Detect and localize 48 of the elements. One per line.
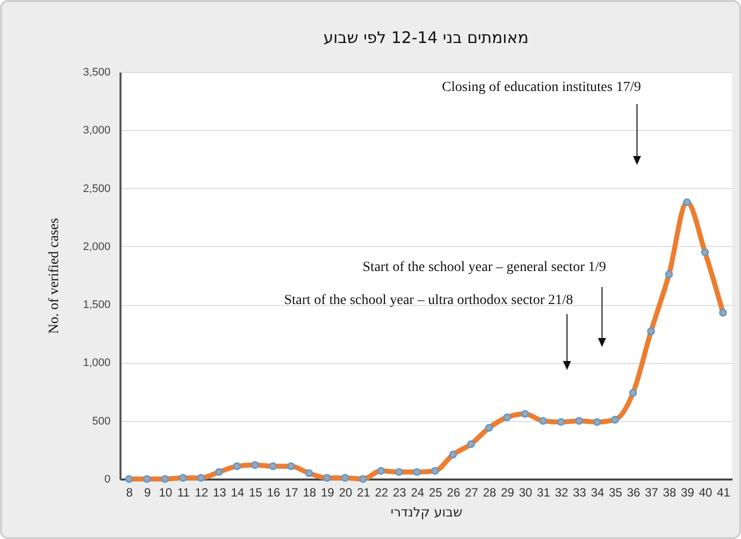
x-tick-label: 18 [302, 486, 316, 500]
x-axis-title: שבוע קלנדרי [390, 506, 462, 520]
x-tick-label: 17 [284, 486, 298, 500]
x-tick-label: 35 [608, 486, 622, 500]
y-tick-label: 0 [104, 474, 110, 486]
y-tick-label: 2,000 [82, 240, 110, 253]
x-tick-label: 32 [554, 486, 568, 500]
x-tick-label: 23 [392, 486, 406, 500]
y-tick-label: 2,500 [82, 182, 110, 195]
x-tick-label: 20 [338, 486, 352, 500]
y-tick-label: 500 [92, 415, 110, 428]
x-tick-label: 9 [144, 486, 152, 500]
y-axis-title: No. of verified cases [46, 218, 62, 334]
x-tick-label: 26 [446, 486, 460, 500]
x-tick-label: 13 [212, 486, 226, 500]
x-tick-label: 16 [266, 486, 280, 500]
x-tick-label: 19 [320, 486, 334, 500]
y-tick-label: 3,000 [82, 124, 110, 137]
x-tick-label: 41 [716, 486, 730, 500]
x-tick-label: 21 [356, 486, 370, 500]
x-tick-label: 11 [177, 486, 190, 500]
x-tick-label: 8 [126, 486, 134, 500]
x-tick-label: 29 [500, 486, 514, 500]
x-tick-label: 28 [482, 486, 496, 500]
x-tick-label: 22 [374, 486, 388, 500]
x-tick-label: 10 [158, 486, 172, 500]
annotation: Start of the school year – general sector 1/9 [362, 260, 606, 276]
y-tick-label: 1,500 [82, 299, 110, 312]
x-tick-label: 24 [410, 486, 424, 500]
y-tick-label: 1,000 [82, 357, 110, 370]
x-tick-label: 39 [680, 486, 694, 500]
chart-title: מאומתים בני 12-14 לפי שבוע [323, 28, 529, 47]
y-tick-label: 3,500 [82, 66, 110, 78]
x-tick-label: 37 [644, 486, 658, 500]
x-tick-label: 27 [464, 486, 478, 500]
x-tick-label: 38 [662, 486, 676, 500]
x-tick-label: 36 [626, 486, 640, 500]
annotation: Start of the school year – ultra orthodox sector 21/8 [284, 293, 573, 309]
annotation: Closing of education institutes 17/9 [442, 80, 641, 96]
x-tick-label: 33 [572, 486, 586, 500]
x-tick-label: 31 [536, 486, 550, 500]
x-tick-label: 30 [518, 486, 532, 500]
x-tick-label: 12 [194, 486, 208, 500]
x-tick-label: 34 [590, 486, 604, 500]
x-tick-label: 40 [698, 486, 712, 500]
x-tick-label: 14 [230, 486, 244, 500]
x-tick-label: 25 [428, 486, 442, 500]
x-tick-label: 15 [248, 486, 262, 500]
